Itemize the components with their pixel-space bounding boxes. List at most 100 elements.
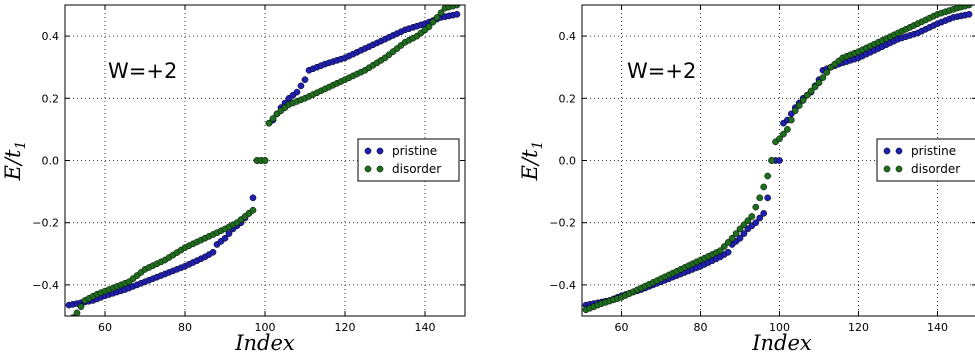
- legend-label: pristine: [911, 144, 956, 158]
- pristine-point: [297, 82, 305, 90]
- disorder-point: [433, 14, 441, 21]
- disorder-point: [823, 69, 831, 76]
- chart-panel-1: 60 80 100 120 140 −0.4 −0.2 0.0 0.2 0.4 Index E/t1 W…: [1, 4, 466, 355]
- disorder-point: [425, 23, 433, 31]
- x-tick-label: 80: [694, 321, 708, 334]
- y-axis-label-main: E/t: [1, 149, 25, 181]
- x-tick-label: 120: [848, 321, 869, 334]
- disorder-point: [77, 303, 85, 311]
- y-tick-label: −0.2: [32, 217, 59, 230]
- x-tick-label: 120: [335, 321, 356, 334]
- disorder-point: [760, 183, 768, 191]
- legend-marker: [376, 147, 384, 155]
- disorder-point: [269, 115, 277, 122]
- y-tick-label: 0.2: [559, 92, 577, 105]
- disorder-point: [764, 172, 772, 180]
- pristine-point: [736, 234, 744, 242]
- pristine-point: [776, 157, 783, 164]
- x-axis-label: Index: [751, 331, 812, 355]
- disorder-point: [748, 213, 756, 220]
- disorder-point: [437, 9, 445, 17]
- pristine-point: [764, 194, 772, 202]
- pristine-point: [225, 230, 233, 237]
- y-axis-label-subscript: 1: [13, 141, 29, 150]
- y-tick-label: 0.2: [42, 92, 60, 105]
- disorder-point: [724, 239, 732, 246]
- disorder-point: [73, 309, 81, 316]
- y-tick-label: 0.4: [559, 30, 577, 43]
- x-tick-label: 60: [98, 321, 112, 334]
- disorder-point: [736, 225, 744, 233]
- y-tick-label: −0.4: [32, 279, 59, 292]
- pristine-point: [752, 219, 760, 227]
- disorder-point: [799, 97, 807, 104]
- disorder-point: [716, 247, 724, 255]
- disorder-point: [788, 116, 795, 124]
- annotation-text: W=+2: [627, 59, 696, 83]
- disorder-point: [265, 119, 273, 127]
- disorder-point: [66, 319, 72, 325]
- pristine-point: [760, 210, 768, 217]
- disorder-point: [819, 74, 827, 81]
- disorder-point: [811, 83, 819, 91]
- y-tick-label: 0.0: [559, 155, 577, 168]
- disorder-point: [453, 5, 461, 9]
- x-tick-label: 60: [615, 321, 629, 334]
- y-axis-label: E/t1: [518, 141, 546, 182]
- pristine-point: [221, 234, 229, 242]
- data-points: [582, 5, 973, 314]
- legend-label: disorder: [911, 162, 960, 176]
- disorder-point: [752, 203, 760, 211]
- disorder-point: [795, 102, 803, 109]
- legend-marker: [376, 165, 384, 173]
- disorder-point: [815, 79, 823, 87]
- disorder-point: [791, 107, 799, 115]
- legend-marker: [364, 147, 372, 155]
- legend-box: [876, 138, 975, 182]
- legend-box: [357, 138, 460, 182]
- disorder-point: [807, 87, 815, 95]
- chart-panel-2: 60 80 100 120 140 −0.4 −0.2 0.0 0.2 0.4 Index E/t1 W…: [518, 4, 975, 355]
- disorder-point: [261, 157, 269, 164]
- y-tick-label: 0.4: [42, 30, 60, 43]
- x-tick-label: 140: [415, 321, 436, 334]
- legend-marker: [895, 165, 903, 173]
- y-axis-label: E/t1: [1, 141, 29, 182]
- disorder-point: [732, 230, 740, 237]
- disorder-point: [249, 206, 257, 214]
- pristine-point: [301, 76, 309, 83]
- disorder-point: [756, 194, 764, 202]
- disorder-point: [720, 243, 728, 250]
- disorder-point: [780, 130, 787, 138]
- pristine-point: [249, 194, 257, 202]
- pristine-point: [453, 10, 461, 18]
- series-disorder: [582, 5, 973, 314]
- data-points: [65, 5, 461, 325]
- pristine-point: [965, 10, 973, 18]
- disorder-point: [768, 157, 775, 164]
- disorder-point: [740, 221, 748, 229]
- disorder-point: [784, 126, 791, 133]
- pristine-point: [740, 230, 748, 237]
- disorder-point: [744, 217, 752, 224]
- y-axis-label-subscript: 1: [530, 141, 546, 150]
- y-tick-label: 0.0: [42, 155, 60, 168]
- series-disorder: [66, 5, 461, 325]
- disorder-point: [965, 5, 973, 9]
- x-tick-label: 80: [178, 321, 192, 334]
- pristine-point: [293, 88, 301, 96]
- pristine-point: [756, 214, 764, 222]
- legend-marker: [883, 147, 891, 155]
- disorder-point: [776, 135, 783, 143]
- legend: pristine disorder: [357, 138, 460, 182]
- x-tick-label: 140: [927, 321, 948, 334]
- x-axis-label: Index: [234, 331, 295, 355]
- disorder-point: [429, 18, 437, 26]
- legend: pristine disorder: [876, 138, 975, 182]
- pristine-point: [724, 248, 732, 256]
- x-tick-label: 100: [769, 321, 790, 334]
- legend-label: pristine: [392, 144, 437, 158]
- legend-marker: [364, 165, 372, 173]
- y-axis-label-main: E/t: [518, 149, 542, 181]
